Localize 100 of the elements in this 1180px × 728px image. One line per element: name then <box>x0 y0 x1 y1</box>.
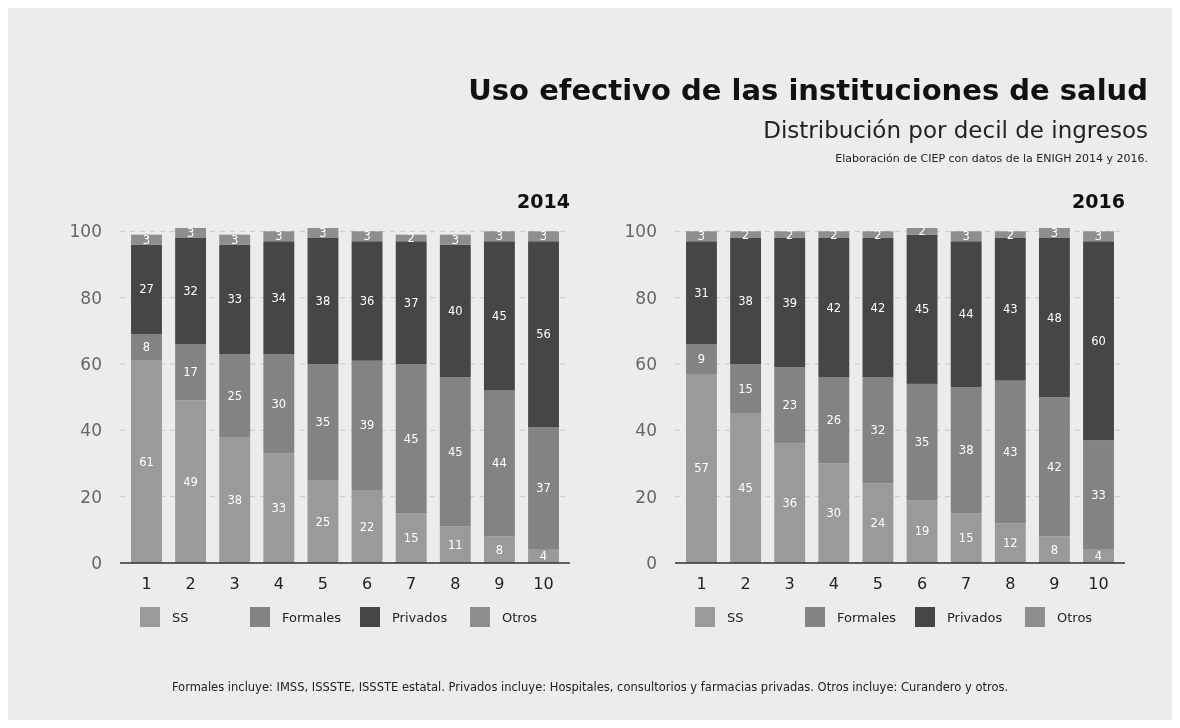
data-label: 23 <box>782 398 798 413</box>
bar <box>994 231 1026 238</box>
data-label: 48 <box>1047 310 1062 325</box>
data-label: 2 <box>830 227 838 242</box>
data-label: 22 <box>359 519 375 534</box>
data-label: 33 <box>1091 488 1106 502</box>
data-label: 35 <box>914 434 930 449</box>
x-tick-label: 2 <box>185 574 196 593</box>
data-label: 43 <box>1002 302 1018 317</box>
data-label: 38 <box>315 293 331 308</box>
data-label: 34 <box>271 290 287 305</box>
x-tick-label: 7 <box>406 574 417 593</box>
bar <box>263 453 295 563</box>
bar <box>774 231 806 238</box>
bar <box>818 463 850 563</box>
data-label: 30 <box>826 506 842 521</box>
data-label: 3 <box>1094 229 1103 244</box>
bar <box>483 536 515 563</box>
data-label: 8 <box>142 340 151 355</box>
y-tick-label: 100 <box>624 221 657 242</box>
bar <box>1083 241 1114 441</box>
bar <box>219 436 251 563</box>
bar <box>906 228 938 235</box>
bar <box>774 443 806 563</box>
bar <box>439 526 471 563</box>
bar <box>175 344 207 401</box>
x-tick-label: 8 <box>1005 574 1016 593</box>
data-label: 2 <box>918 224 926 239</box>
data-label: 24 <box>870 516 886 531</box>
bar <box>351 241 383 361</box>
y-tick-label: 100 <box>69 221 102 242</box>
y-tick-label: 60 <box>635 353 657 374</box>
data-label: 2 <box>741 227 750 242</box>
bar <box>994 523 1026 563</box>
legend-label: Otros <box>502 610 538 625</box>
bar <box>307 237 339 364</box>
data-label: 11 <box>447 537 463 552</box>
bar <box>862 231 894 238</box>
y-tick-label: 80 <box>80 287 102 308</box>
x-tick-label: 5 <box>317 574 329 593</box>
bar <box>730 363 762 414</box>
data-label: 3 <box>275 229 283 244</box>
data-label: 38 <box>958 443 974 458</box>
data-label: 2 <box>786 227 794 242</box>
bar <box>219 354 251 437</box>
bar <box>818 231 850 238</box>
data-label: 33 <box>227 292 243 307</box>
y-tick-label: 20 <box>635 486 657 507</box>
bar <box>395 241 427 364</box>
bar <box>686 373 717 563</box>
legend-label: SS <box>172 610 189 625</box>
data-label: 43 <box>1002 444 1018 459</box>
data-label: 2 <box>1006 227 1014 242</box>
y-tick-label: 40 <box>80 420 102 441</box>
x-tick-label: 3 <box>229 574 240 593</box>
data-label: 3 <box>1050 225 1059 240</box>
bar <box>263 354 295 454</box>
data-label: 3 <box>962 229 970 244</box>
bar <box>818 237 850 378</box>
data-label: 56 <box>536 327 551 342</box>
bar <box>528 427 559 550</box>
x-tick-label: 10 <box>533 574 554 593</box>
x-tick-label: 9 <box>1049 574 1060 593</box>
data-label: 8 <box>495 542 504 557</box>
data-label: 3 <box>539 229 548 244</box>
bar <box>906 499 938 563</box>
x-tick-label: 4 <box>828 574 839 593</box>
data-label: 45 <box>447 444 463 459</box>
bar <box>906 234 938 384</box>
bar <box>862 483 894 563</box>
data-label: 45 <box>738 481 753 496</box>
bar <box>131 360 162 563</box>
bar <box>818 377 850 464</box>
data-label: 3 <box>451 232 459 247</box>
data-label: 8 <box>1050 542 1059 557</box>
bar <box>528 241 559 428</box>
x-tick-label: 10 <box>1088 574 1109 593</box>
bar <box>439 377 471 527</box>
y-tick-label: 80 <box>635 287 657 308</box>
bar <box>395 363 427 514</box>
data-label: 3 <box>495 229 504 244</box>
data-label: 38 <box>227 492 243 507</box>
bar <box>1083 440 1114 550</box>
data-label: 39 <box>782 295 798 310</box>
data-label: 3 <box>142 232 151 247</box>
bar <box>1038 397 1070 537</box>
data-label: 27 <box>139 282 154 297</box>
text: Distribución por decil de ingresos <box>763 117 1148 143</box>
data-label: 44 <box>958 307 974 322</box>
bar <box>307 480 339 563</box>
bar <box>730 413 762 563</box>
data-label: 42 <box>870 300 886 315</box>
data-label: 49 <box>183 474 198 489</box>
x-tick-label: 3 <box>784 574 795 593</box>
data-label: 3 <box>697 229 706 244</box>
bar <box>395 513 427 563</box>
data-label: 3 <box>319 225 327 240</box>
bar <box>483 241 515 391</box>
x-tick-label: 6 <box>361 574 373 593</box>
y-tick-label: 20 <box>80 486 102 507</box>
